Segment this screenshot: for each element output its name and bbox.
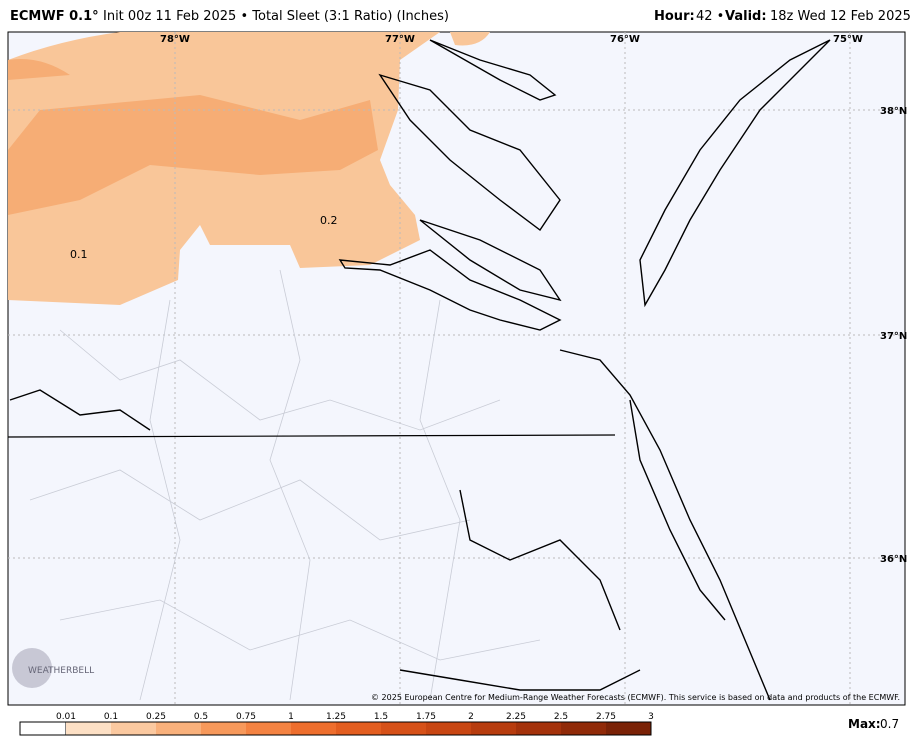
legend-swatch — [381, 722, 426, 735]
legend-swatch — [201, 722, 246, 735]
max-value: 0.7 — [880, 717, 899, 731]
legend-swatch — [291, 722, 336, 735]
county-lines — [29, 269, 541, 701]
legend-tick: 0.25 — [146, 712, 166, 722]
graticule — [8, 32, 905, 705]
lon-label: 76°W — [610, 34, 640, 45]
state-line — [7, 434, 616, 438]
contour-label: 0.1 — [70, 248, 88, 261]
model: ECMWF 0.1° — [10, 9, 99, 24]
coastline — [9, 39, 831, 701]
lat-label: 36°N — [880, 554, 907, 565]
map — [7, 31, 906, 706]
logo: WEATHERBELL — [28, 666, 94, 676]
legend-tick: 1.25 — [326, 712, 346, 722]
legend-tick: 2.75 — [596, 712, 616, 722]
legend-swatch — [111, 722, 156, 735]
legend-swatch — [561, 722, 606, 735]
legend-tick: 2.25 — [506, 712, 526, 722]
legend-border — [19, 721, 652, 736]
lon-label: 77°W — [385, 34, 415, 45]
description: Init 00z 11 Feb 2025 • Total Sleet (3:1 … — [103, 9, 449, 24]
hour-label: Hour: — [654, 9, 695, 24]
legend-swatch — [246, 722, 291, 735]
legend-swatch — [606, 722, 651, 735]
legend-swatch — [336, 722, 381, 735]
legend-tick: 2.5 — [554, 712, 568, 722]
legend-tick: 1.5 — [374, 712, 388, 722]
legend: 0.01 0.1 0.25 0.5 0.75 1 1.25 1.5 1.75 2 2.25 2.5 2.… — [19, 712, 654, 736]
logo-icon — [12, 648, 52, 688]
legend-tick: 1 — [288, 712, 294, 722]
copyright: © 2025 European Centre for Medium-Range … — [371, 693, 900, 702]
legend-tick: 0.1 — [104, 712, 118, 722]
lat-label: 38°N — [880, 106, 907, 117]
lon-label: 75°W — [833, 34, 863, 45]
legend-swatch — [66, 722, 111, 735]
legend-tick: 1.75 — [416, 712, 436, 722]
legend-tick: 0.75 — [236, 712, 256, 722]
valid-label: Valid: — [725, 9, 767, 24]
legend-swatch — [426, 722, 471, 735]
legend-swatch — [156, 722, 201, 735]
lon-label: 78°W — [160, 34, 190, 45]
sleet-area — [450, 32, 490, 46]
sleet-core — [8, 59, 378, 215]
valid: 18z Wed 12 Feb 2025 — [770, 9, 911, 24]
legend-swatch — [19, 721, 67, 736]
hour: 42 • — [696, 9, 724, 24]
legend-swatch — [516, 722, 561, 735]
contour-label: 0.2 — [320, 214, 338, 227]
legend-tick: 3 — [648, 712, 654, 722]
legend-tick: 0.01 — [56, 712, 76, 722]
legend-swatch — [471, 722, 516, 735]
legend-tick: 2 — [468, 712, 474, 722]
legend-tick: 0.5 — [194, 712, 208, 722]
lat-label: 37°N — [880, 331, 907, 342]
max-label: Max: — [848, 717, 881, 731]
